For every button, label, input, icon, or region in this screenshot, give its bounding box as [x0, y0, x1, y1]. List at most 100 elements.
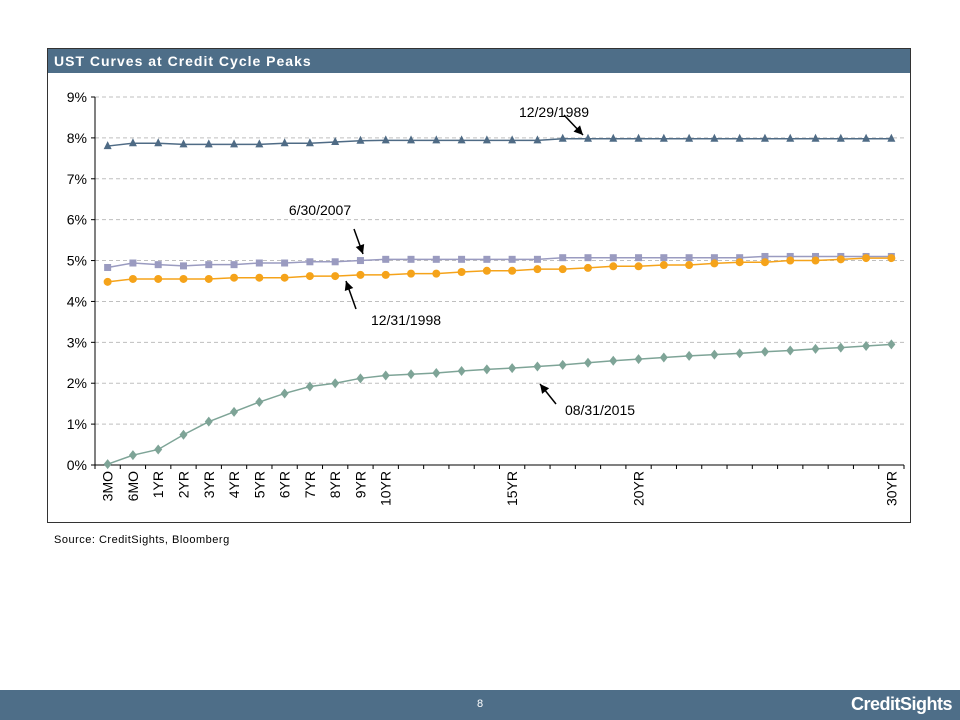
x-tick-label: 10YR [378, 471, 394, 506]
data-point-diamond [407, 369, 416, 380]
data-point-diamond [836, 342, 845, 353]
data-point-circle [179, 274, 188, 283]
series-line [107, 343, 892, 465]
data-point-circle [710, 259, 719, 268]
data-point-triangle [128, 138, 137, 147]
data-point-triangle [432, 135, 441, 144]
data-point-diamond [230, 406, 239, 417]
data-point-circle [583, 263, 592, 272]
data-point-square [786, 252, 794, 260]
data-point-diamond [482, 364, 491, 375]
data-point-circle [230, 273, 239, 282]
data-point-diamond [154, 444, 163, 455]
data-point-square [154, 261, 162, 269]
data-point-diamond [432, 368, 441, 378]
data-point-square [205, 261, 213, 269]
data-point-triangle [862, 133, 871, 142]
data-point-diamond [583, 357, 592, 368]
data-point-diamond [356, 373, 365, 384]
data-point-square [432, 255, 440, 263]
data-point-square [533, 255, 541, 263]
ust-curves-chart: 0% 1% 2% 3% 4% 5% 6% 7% 8% 9% 3MO 6MO 1YR 2YR 3YR 4YR 5Y… [67, 89, 905, 506]
data-point-circle [381, 270, 390, 279]
data-point-circle [128, 274, 137, 283]
data-point-circle [331, 272, 340, 281]
data-point-square [584, 254, 592, 262]
data-point-circle [533, 265, 542, 274]
page-number: 8 [476, 698, 484, 710]
annotation-label: 6/30/2007 [289, 202, 351, 218]
series-line [107, 137, 892, 147]
data-point-triangle [508, 135, 517, 144]
data-point-diamond [862, 341, 871, 352]
x-tick-label: 3YR [201, 471, 217, 498]
y-tick-label: 4% [67, 293, 87, 309]
data-point-diamond [659, 352, 668, 363]
data-point-circle [457, 268, 466, 277]
data-point-diamond [179, 429, 188, 440]
data-point-circle [482, 266, 491, 275]
data-point-triangle [356, 135, 365, 144]
data-point-triangle [836, 133, 845, 142]
data-point-square [812, 252, 820, 260]
series-line [107, 257, 892, 283]
data-point-circle [836, 255, 845, 264]
data-point-circle [609, 262, 618, 271]
data-point-diamond [609, 355, 618, 366]
data-point-triangle [255, 139, 264, 148]
data-point-triangle [735, 133, 744, 142]
data-point-circle [407, 269, 416, 278]
data-point-square [179, 262, 187, 270]
data-point-triangle [407, 135, 416, 144]
data-point-circle [103, 277, 112, 286]
x-tick-label: 6MO [125, 471, 141, 501]
data-point-triangle [710, 133, 719, 142]
data-point-circle [760, 258, 769, 267]
data-point-circle [811, 256, 820, 265]
data-point-square [255, 259, 263, 267]
x-tick-label: 2YR [175, 471, 191, 498]
data-point-square [635, 254, 643, 262]
data-point-diamond [558, 359, 567, 370]
data-point-diamond [735, 348, 744, 359]
data-point-circle [356, 270, 365, 279]
x-tick-label: 20YR [631, 471, 647, 506]
data-point-triangle [204, 139, 213, 148]
data-point-triangle [685, 133, 694, 142]
data-point-circle [154, 274, 163, 283]
chart-frame: UST Curves at Credit Cycle Peaks 0% 1% 2% 3… [47, 48, 911, 523]
data-point-diamond [811, 343, 820, 354]
data-point-square [407, 255, 415, 263]
data-point-diamond [255, 397, 264, 408]
data-point-circle [862, 254, 871, 263]
source-note: Source: CreditSights, Bloomberg [54, 534, 230, 546]
data-point-circle [255, 273, 264, 282]
x-tick-label: 5YR [251, 471, 267, 498]
y-tick-label: 0% [67, 457, 87, 473]
data-point-triangle [179, 139, 188, 148]
data-point-diamond [381, 370, 390, 381]
data-point-triangle [331, 136, 340, 145]
y-tick-label: 2% [67, 375, 87, 391]
x-tick-label: 15YR [504, 471, 520, 506]
x-tick-label: 4YR [226, 471, 242, 498]
data-point-triangle [634, 133, 643, 142]
data-point-diamond [634, 354, 643, 365]
data-point-circle [558, 265, 567, 274]
data-point-diamond [786, 345, 795, 356]
data-point-diamond [533, 361, 542, 372]
x-tick-label: 30YR [883, 471, 899, 506]
y-tick-label: 7% [67, 171, 87, 187]
data-point-square [129, 259, 137, 267]
data-point-triangle [533, 135, 542, 144]
y-tick-label: 6% [67, 212, 87, 228]
data-point-triangle [154, 138, 163, 147]
data-point-circle [887, 254, 896, 263]
data-point-diamond [457, 365, 466, 376]
x-tick-label: 7YR [302, 471, 318, 498]
data-point-diamond [103, 459, 112, 470]
data-point-circle [659, 261, 668, 270]
chart-title: UST Curves at Credit Cycle Peaks [48, 49, 910, 73]
data-point-circle [735, 258, 744, 267]
data-point-diamond [760, 346, 769, 357]
